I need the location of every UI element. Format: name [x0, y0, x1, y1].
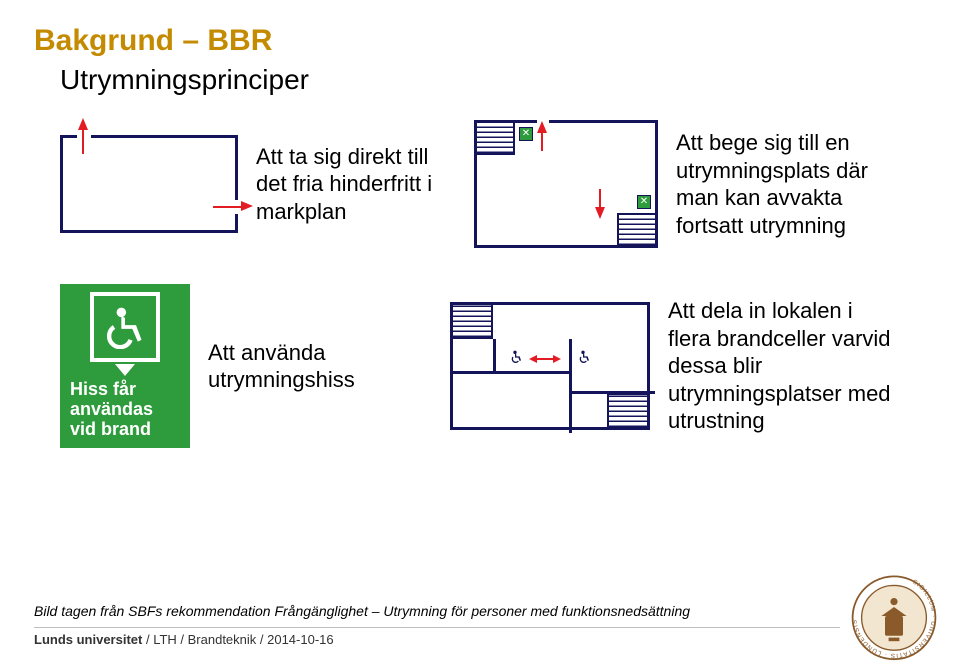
sign-line-2: användas — [70, 400, 153, 420]
wheelchair-mini-icon — [577, 349, 593, 365]
cross-icon: ✕ — [638, 196, 650, 208]
footer-meta: / LTH / Brandteknik / 2014-10-16 — [142, 632, 333, 647]
footer-line: Lunds universitet / LTH / Brandteknik / … — [34, 632, 840, 647]
footer-divider — [34, 627, 840, 628]
row-principles-bottom: Hiss får användas vid brand Att använda … — [60, 284, 926, 448]
sign-text: Hiss får användas vid brand — [66, 380, 153, 439]
row-principles-top: Att ta sig direkt till det fria hinderfr… — [60, 120, 926, 248]
elevator-fire-sign: Hiss får användas vid brand — [60, 284, 190, 448]
caption-direct-exit: Att ta sig direkt till det fria hinderfr… — [256, 143, 456, 226]
footer: Bild tagen från SBFs rekommendation Från… — [34, 603, 840, 647]
footer-institution: Lunds universitet — [34, 632, 142, 647]
floorplan-fire-cells — [450, 302, 650, 430]
page-subtitle: Utrymningsprinciper — [60, 64, 926, 96]
slide: Bakgrund – BBR Utrymningsprinciper Att t… — [0, 0, 960, 661]
caption-refuge-area: Att bege sig till en utrymningsplats där… — [676, 129, 896, 239]
floorplan-refuge-area: ✕ ✕ — [474, 120, 658, 248]
caption-fire-cells: Att dela in lokalen i flera brandceller … — [668, 297, 898, 435]
wheelchair-icon — [103, 305, 147, 349]
double-arrow-icon — [529, 355, 561, 363]
caption-elevator: Att använda utrymningshiss — [208, 339, 358, 394]
sign-line-1: Hiss får — [70, 380, 153, 400]
wheelchair-mini-icon — [509, 349, 525, 365]
wheelchair-icon-frame — [90, 292, 160, 362]
university-seal-icon: SIGILLUM · UNIVERSITATIS · LUNDENSIS — [846, 571, 942, 661]
down-triangle-icon — [115, 364, 135, 376]
page-title: Bakgrund – BBR — [34, 24, 926, 58]
sign-line-3: vid brand — [70, 420, 153, 440]
source-note: Bild tagen från SBFs rekommendation Från… — [34, 603, 840, 619]
cross-icon: ✕ — [520, 128, 532, 140]
floorplan-direct-exit — [60, 135, 238, 233]
